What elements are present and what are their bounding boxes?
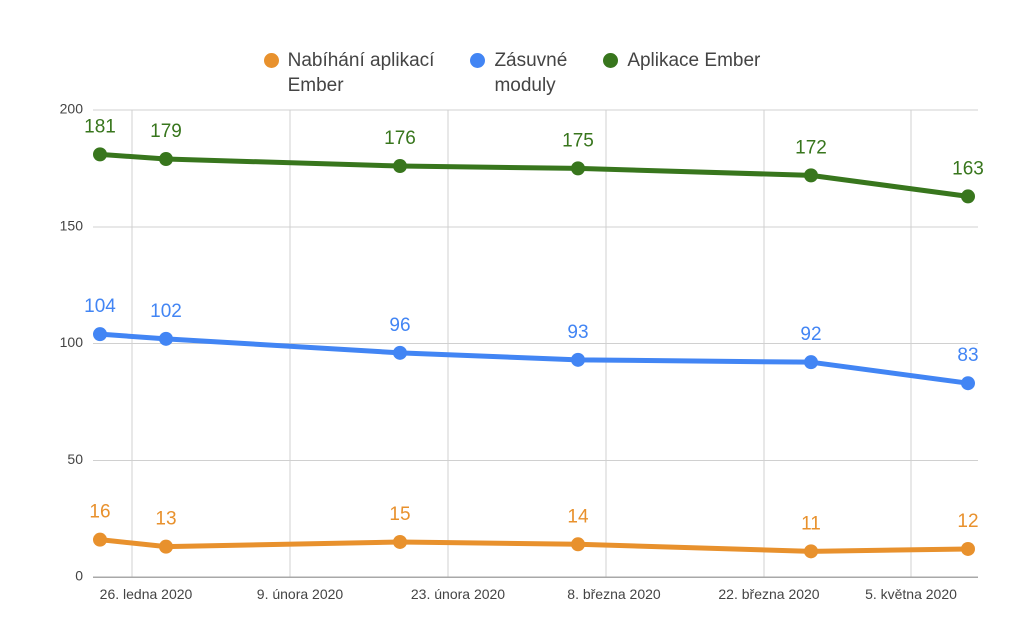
x-axis-tick-labels: 26. ledna 2020 9. února 2020 23. února 202…	[100, 586, 957, 602]
data-point-label: 14	[567, 506, 589, 527]
data-point[interactable]	[804, 355, 818, 370]
y-axis-tick-label: 200	[60, 101, 84, 117]
data-point[interactable]	[93, 327, 107, 342]
data-point-label: 92	[800, 324, 821, 345]
data-point-label: 176	[384, 128, 416, 149]
data-point-label: 83	[957, 345, 978, 366]
data-point[interactable]	[159, 539, 173, 554]
y-axis-tick-labels: 0 50 100 150 200	[60, 101, 84, 584]
y-axis-tick-label: 100	[60, 334, 84, 350]
data-point-label: 181	[84, 116, 116, 137]
y-axis-tick-label: 0	[75, 568, 83, 584]
data-point-label: 96	[389, 315, 410, 336]
data-point[interactable]	[159, 152, 173, 167]
data-series	[93, 147, 975, 559]
data-point-label: 163	[952, 158, 984, 179]
series-line-1	[97, 331, 971, 386]
legend-item-label: Aplikace Ember	[627, 50, 761, 71]
data-point-label: 172	[795, 137, 827, 158]
data-point-label: 93	[567, 322, 588, 343]
data-point-label: 102	[150, 301, 182, 322]
legend-item-1[interactable]: Zásuvné moduly	[470, 48, 567, 98]
gridlines	[93, 109, 978, 577]
data-point[interactable]	[393, 345, 407, 360]
data-point[interactable]	[93, 532, 107, 547]
legend-swatch-blue-icon	[470, 53, 486, 68]
y-axis-tick-label: 50	[67, 451, 83, 467]
legend-item-label: Zásuvné moduly	[494, 50, 568, 96]
data-point[interactable]	[393, 159, 407, 174]
data-point-label: 179	[150, 121, 182, 142]
data-point-label: 16	[89, 502, 110, 523]
data-point[interactable]	[571, 352, 585, 367]
chart-legend: Nabíhání aplikací Ember Zásuvné moduly A…	[0, 48, 1024, 98]
data-point[interactable]	[393, 534, 407, 549]
data-point[interactable]	[961, 189, 975, 204]
data-point[interactable]	[961, 541, 975, 556]
data-point-label: 175	[562, 130, 594, 151]
x-axis-tick-label: 23. února 2020	[411, 586, 505, 602]
y-axis-tick-label: 150	[60, 217, 84, 233]
series-line-0	[97, 537, 971, 554]
data-point[interactable]	[571, 537, 585, 552]
data-point-label: 104	[84, 296, 116, 317]
series-line-2	[97, 151, 971, 199]
data-point[interactable]	[961, 376, 975, 391]
legend-swatch-orange-icon	[263, 53, 279, 68]
x-axis-tick-label: 5. května 2020	[865, 586, 957, 602]
data-point-label: 15	[389, 504, 410, 525]
x-axis-tick-label: 8. března 2020	[567, 586, 661, 602]
data-point[interactable]	[804, 544, 818, 559]
data-point[interactable]	[571, 161, 585, 176]
data-point[interactable]	[159, 331, 173, 346]
data-point[interactable]	[93, 147, 107, 162]
x-axis-tick-label: 26. ledna 2020	[100, 586, 193, 602]
legend-item-2[interactable]: Aplikace Ember	[603, 48, 760, 73]
legend-item-0[interactable]: Nabíhání aplikací Ember	[263, 48, 435, 98]
legend-item-label: Nabíhání aplikací Ember	[287, 50, 435, 96]
data-point-label: 12	[957, 511, 978, 532]
data-point-label: 11	[801, 513, 821, 534]
data-point-label: 13	[155, 509, 176, 530]
data-point[interactable]	[804, 168, 818, 183]
data-point-labels: 16 13 15 14 11 12 104 102 96 93 92 83 181 179 176 175 17…	[84, 116, 984, 534]
x-axis-tick-label: 22. března 2020	[718, 586, 819, 602]
x-axis-tick-label: 9. února 2020	[257, 586, 344, 602]
legend-swatch-green-icon	[603, 53, 619, 68]
